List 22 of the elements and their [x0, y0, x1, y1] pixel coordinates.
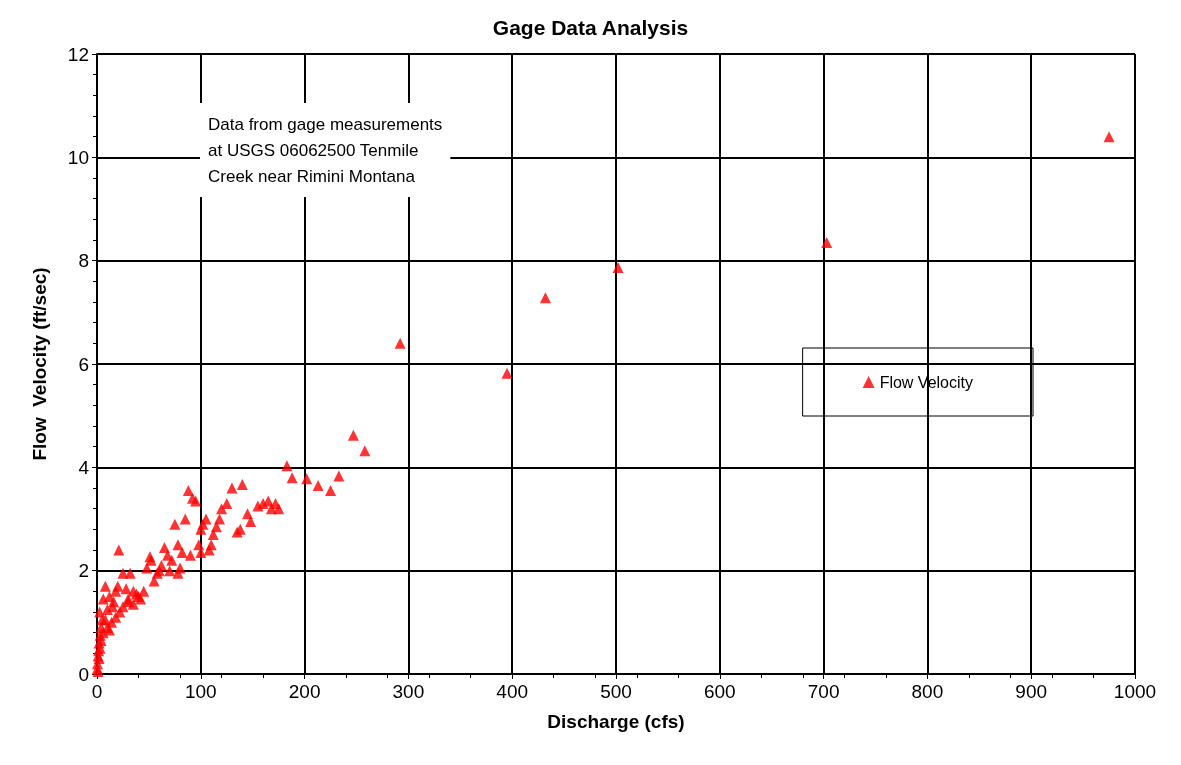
x-tick-label: 600	[703, 681, 736, 702]
x-tick-label: 900	[1015, 681, 1048, 702]
y-tick-label: 2	[78, 560, 89, 582]
x-tick-label: 800	[911, 681, 944, 702]
x-tick-label: 200	[288, 681, 321, 702]
x-tick-label: 300	[392, 681, 425, 702]
x-tick-label: 100	[184, 681, 217, 702]
x-tick-label: 400	[496, 681, 529, 702]
y-tick-label: 10	[67, 146, 89, 168]
y-tick-label: 4	[78, 456, 90, 478]
x-tick-label: 0	[91, 681, 103, 702]
chart-title: Gage Data Analysis	[492, 16, 689, 39]
y-tick-label: 12	[67, 43, 89, 65]
y-tick-label: 0	[78, 663, 89, 685]
y-tick-label: 6	[78, 353, 89, 375]
x-axis-title: Discharge (cfs)	[547, 711, 685, 732]
annotation: Data from gage measurements at USGS 06062500 Tenmile Creek near Rimini Montana	[208, 114, 443, 186]
x-tick-label: 1000	[1113, 681, 1157, 702]
y-tick-label: 8	[78, 250, 89, 272]
x-tick-label: 700	[807, 681, 840, 702]
y-axis-title: Flow Velocity (ft/sec)	[29, 267, 50, 461]
x-tick-label: 500	[600, 681, 632, 702]
